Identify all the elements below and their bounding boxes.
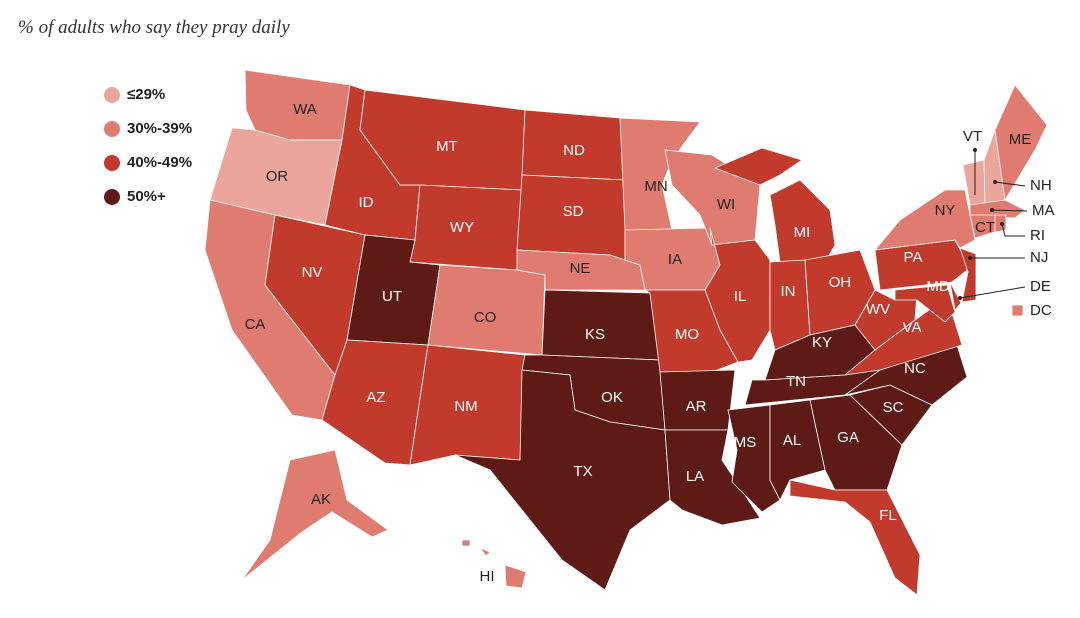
state-label: MA: [1032, 202, 1055, 219]
state-label: NJ: [1030, 249, 1048, 266]
state-label: OH: [829, 274, 852, 291]
state-label: WA: [293, 101, 317, 118]
state-labels: WA OR CA NV ID MT WY UT AZ CO NM ND SD NE KS OK TX MN IA MO…: [245, 101, 1055, 585]
map-title: % of adults who say they pray daily: [18, 17, 290, 38]
callout-dot: [958, 296, 962, 300]
state-label: AR: [686, 398, 707, 415]
state-label: OR: [266, 168, 289, 185]
legend-label: 40%-49%: [127, 154, 192, 171]
state-label: CA: [245, 316, 266, 333]
state-label: TN: [786, 373, 806, 390]
state-label: IN: [781, 283, 796, 300]
state: [461, 539, 527, 589]
state: [516, 249, 646, 291]
callout-dot: [968, 256, 972, 260]
state: [959, 247, 977, 303]
legend-label: ≤29%: [127, 86, 165, 103]
state-label: IA: [668, 251, 682, 268]
state-label: SC: [883, 399, 904, 416]
state-label: WV: [866, 301, 890, 318]
callout-dot: [993, 180, 997, 184]
state-label: LA: [686, 468, 704, 485]
legend: ≤29% 30%-39% 40%-49% 50%+: [104, 86, 192, 205]
state-label: GA: [837, 429, 859, 446]
state-label: WY: [450, 219, 474, 236]
state-label: AZ: [366, 389, 385, 406]
state-label: MI: [794, 224, 811, 241]
state: [454, 369, 671, 591]
state: [874, 189, 976, 251]
state-label: PA: [904, 249, 923, 266]
legend-swatch: [104, 121, 120, 137]
state-label: KY: [812, 334, 832, 351]
state: [994, 84, 1048, 202]
state-label: VT: [963, 128, 982, 145]
state-label: MD: [926, 278, 949, 295]
state-label: MS: [734, 434, 757, 451]
state-label: KS: [585, 326, 605, 343]
callout-dot: [973, 148, 977, 152]
callout-line: [994, 181, 1026, 187]
state: [969, 199, 1026, 219]
state-label: DE: [1030, 278, 1051, 295]
state-label: ME: [1009, 131, 1032, 148]
state-label: TX: [573, 463, 592, 480]
state-label: CT: [975, 219, 995, 236]
state-label: HI: [480, 568, 495, 585]
state-label: DC: [1030, 302, 1052, 319]
state: [713, 147, 836, 263]
state-label: OK: [601, 389, 623, 406]
state: [241, 449, 389, 581]
legend-label: 30%-39%: [127, 120, 192, 137]
state-label: MN: [644, 178, 667, 195]
legend-label: 50%+: [127, 188, 166, 205]
state: [769, 259, 811, 351]
state-label: NE: [570, 260, 591, 277]
callout-line: [959, 286, 1026, 299]
state-label: ND: [563, 142, 585, 159]
legend-swatch: [104, 189, 120, 205]
state-label: UT: [382, 288, 402, 305]
state-label: NH: [1030, 177, 1052, 194]
legend-swatch: [104, 155, 120, 171]
state: [789, 479, 921, 596]
state-label: WI: [717, 196, 735, 213]
state-label: SD: [563, 203, 584, 220]
state-label: CO: [474, 309, 497, 326]
state-label: IL: [734, 288, 747, 305]
state-label: ID: [359, 194, 374, 211]
state-label: AK: [311, 491, 331, 508]
callout-line: [1001, 223, 1025, 237]
state-label: RI: [1030, 227, 1045, 244]
state-label: NM: [454, 398, 477, 415]
state: [1011, 304, 1024, 317]
state-label: MT: [436, 138, 458, 155]
state-label: NV: [302, 264, 323, 281]
states: [204, 69, 1048, 596]
state: [704, 227, 771, 363]
legend-swatch: [104, 87, 120, 103]
callout-dot: [990, 208, 994, 212]
state: [894, 284, 956, 323]
callout-dot: [1000, 222, 1004, 226]
state: [664, 429, 761, 526]
state-label: AL: [783, 432, 801, 449]
state-label: NY: [935, 202, 956, 219]
state-label: FL: [879, 507, 897, 524]
state: [409, 184, 523, 271]
state-label: NC: [904, 360, 926, 377]
state-label: MO: [675, 326, 699, 343]
callout-line: [991, 209, 1028, 212]
state-label: VA: [903, 319, 922, 336]
callouts: [958, 148, 1028, 300]
state: [949, 281, 962, 311]
